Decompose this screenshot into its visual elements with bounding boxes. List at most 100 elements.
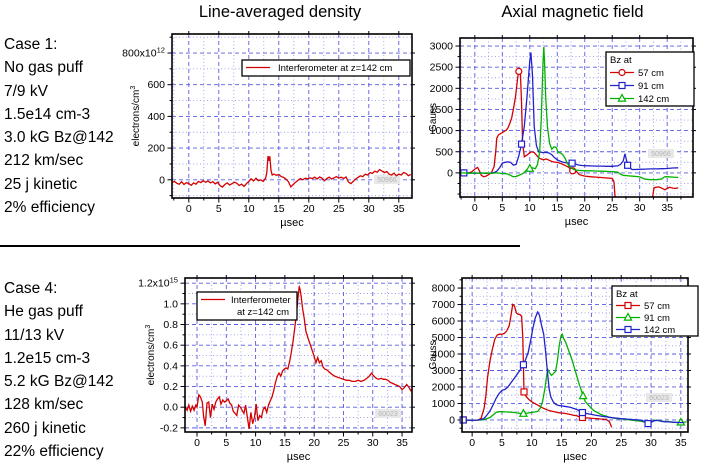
svg-text:5: 5 — [223, 437, 229, 449]
svg-text:15: 15 — [556, 437, 568, 449]
svg-text:5: 5 — [499, 437, 505, 449]
svg-text:6000: 6000 — [432, 316, 456, 328]
plot-bz-case4: 0 5 10 15 20 25 30 35 0 1000 2000 3000 4000 5000 6000 7… — [428, 275, 699, 463]
svg-text:91 cm: 91 cm — [638, 81, 664, 92]
svg-text:57 cm: 57 cm — [638, 68, 664, 79]
svg-text:10: 10 — [250, 437, 262, 449]
svg-text:35: 35 — [393, 203, 405, 215]
svg-text:0: 0 — [159, 174, 165, 186]
svg-text:25: 25 — [338, 437, 350, 449]
svg-text:0: 0 — [186, 203, 192, 215]
svg-text:Interferometer: Interferometer — [231, 295, 291, 306]
svg-text:0: 0 — [469, 437, 475, 449]
svg-text:10: 10 — [524, 202, 536, 214]
svg-text:8000: 8000 — [432, 283, 456, 295]
svg-text:142 cm: 142 cm — [638, 94, 669, 105]
case1-line: 1.5e14 cm-3 — [4, 105, 91, 123]
svg-text:2500: 2500 — [430, 62, 454, 74]
case1-line: 25 j kinetic — [4, 175, 78, 193]
svg-text:µsec: µsec — [563, 451, 587, 463]
svg-text:50966: 50966 — [377, 177, 397, 184]
svg-text:600: 600 — [147, 79, 165, 91]
svg-text:57 cm: 57 cm — [644, 301, 670, 312]
case4-line: Case 4: — [4, 280, 58, 297]
svg-text:15: 15 — [273, 203, 285, 215]
svg-text:60023: 60023 — [649, 395, 669, 402]
svg-text:1500: 1500 — [430, 104, 454, 116]
svg-text:1000: 1000 — [432, 398, 456, 410]
svg-text:Bz at: Bz at — [616, 289, 638, 300]
svg-text:0.6: 0.6 — [163, 340, 178, 352]
svg-text:25: 25 — [333, 203, 345, 215]
svg-text:20: 20 — [579, 202, 591, 214]
svg-text:Gauss: Gauss — [428, 103, 439, 132]
svg-text:electrons/cm3: electrons/cm3 — [143, 325, 157, 386]
case1-line: Case 1: — [4, 36, 58, 53]
column-title-density: Line-averaged density — [198, 3, 362, 21]
svg-text:35: 35 — [396, 437, 408, 449]
svg-text:µsec: µsec — [565, 216, 589, 228]
svg-text:400: 400 — [147, 111, 165, 123]
svg-text:0.4: 0.4 — [163, 360, 178, 372]
svg-text:50966: 50966 — [651, 151, 671, 158]
svg-text:µsec: µsec — [280, 217, 304, 229]
case1-line: 7/9 kV — [4, 82, 48, 100]
column-title-magnetic-field: Axial magnetic field — [501, 3, 644, 21]
svg-text:0: 0 — [447, 167, 453, 179]
svg-text:7000: 7000 — [432, 299, 456, 311]
svg-text:30: 30 — [645, 437, 657, 449]
svg-text:at z=142 cm: at z=142 cm — [237, 307, 289, 318]
case1-text-block: Case 1: No gas puff 7/9 kV 1.5e14 cm-3 3… — [4, 33, 114, 219]
svg-text:2000: 2000 — [430, 83, 454, 95]
svg-text:1.0: 1.0 — [163, 298, 178, 310]
svg-text:10: 10 — [526, 437, 538, 449]
svg-text:µsec: µsec — [287, 451, 311, 463]
svg-text:20: 20 — [586, 437, 598, 449]
divider-line — [0, 245, 520, 247]
svg-text:5: 5 — [499, 202, 505, 214]
svg-text:25: 25 — [606, 202, 618, 214]
svg-text:20: 20 — [308, 437, 320, 449]
case4-line: He gas puff — [4, 303, 83, 321]
svg-text:1000: 1000 — [430, 125, 454, 137]
svg-text:Bz at: Bz at — [610, 55, 632, 66]
case1-line: 212 km/sec — [4, 152, 84, 170]
svg-text:5000: 5000 — [432, 332, 456, 344]
svg-text:0.8: 0.8 — [163, 319, 178, 331]
case4-text-block: Case 4: He gas puff 11/13 kV 1.2e15 cm-3… — [4, 277, 114, 463]
svg-text:30: 30 — [363, 203, 375, 215]
case4-line: 1.2e15 cm-3 — [4, 349, 91, 367]
case1-line: No gas puff — [4, 59, 83, 77]
svg-text:800x1012: 800x1012 — [122, 46, 165, 60]
case1-line: 3.0 kG Bz@142 — [4, 129, 114, 147]
case4-line: 22% efficiency — [4, 443, 104, 461]
case1-line: 2% efficiency — [4, 199, 96, 217]
svg-text:3000: 3000 — [432, 365, 456, 377]
plot-density-case1: 0 5 10 15 20 25 30 35 0 200 400 600 800x1012 50966 Int… — [122, 31, 415, 229]
plot-bz-case1: 0 5 10 15 20 25 30 35 0 500 1000 1500 2000 2500 3000 50… — [428, 35, 696, 228]
svg-text:30: 30 — [367, 437, 379, 449]
svg-text:15: 15 — [551, 202, 563, 214]
svg-text:142 cm: 142 cm — [644, 325, 675, 336]
svg-text:2000: 2000 — [432, 381, 456, 393]
svg-text:0.2: 0.2 — [163, 381, 178, 393]
case4-line: 11/13 kV — [4, 326, 65, 344]
svg-text:electrons/cm3: electrons/cm3 — [128, 86, 142, 147]
case4-line: 128 km/sec — [4, 396, 84, 414]
svg-text:35: 35 — [675, 437, 687, 449]
svg-text:30: 30 — [634, 202, 646, 214]
svg-text:5: 5 — [216, 203, 222, 215]
svg-text:Interferometer at z=142 cm: Interferometer at z=142 cm — [278, 63, 392, 74]
svg-text:3000: 3000 — [430, 41, 454, 53]
svg-text:200: 200 — [147, 143, 165, 155]
svg-text:0: 0 — [449, 414, 455, 426]
svg-text:60023: 60023 — [378, 411, 398, 418]
svg-text:15: 15 — [279, 437, 291, 449]
svg-text:0: 0 — [194, 437, 200, 449]
svg-text:4000: 4000 — [432, 349, 456, 361]
svg-text:10: 10 — [243, 203, 255, 215]
svg-text:0.0: 0.0 — [163, 402, 178, 414]
svg-text:25: 25 — [615, 437, 627, 449]
svg-text:Gauss: Gauss — [428, 341, 439, 370]
